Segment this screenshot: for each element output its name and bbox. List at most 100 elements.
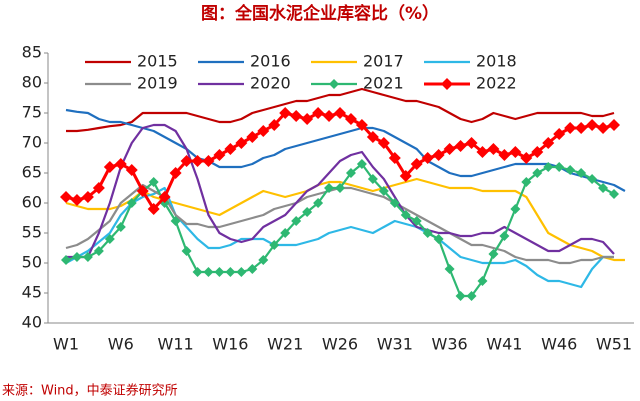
point-marker: [422, 228, 433, 238]
point-marker: [356, 159, 367, 169]
point-marker: [466, 291, 477, 301]
x-tick-label: W51: [596, 335, 632, 354]
point-marker: [542, 137, 555, 149]
point-marker: [609, 189, 619, 199]
point-marker: [377, 137, 390, 149]
point-marker: [410, 158, 423, 170]
point-marker: [313, 198, 324, 208]
x-tick-label: W16: [212, 335, 248, 354]
point-marker: [487, 143, 500, 155]
point-marker: [378, 186, 389, 196]
y-tick-label: 55: [22, 223, 42, 242]
point-marker: [367, 174, 378, 184]
point-marker: [488, 249, 499, 259]
point-marker: [543, 162, 554, 172]
point-marker: [323, 110, 336, 122]
point-marker: [443, 143, 456, 155]
point-marker: [575, 122, 588, 134]
point-marker: [81, 191, 94, 203]
point-marker: [432, 149, 445, 161]
point-marker: [411, 216, 422, 226]
point-marker: [214, 267, 225, 277]
x-tick-label: W21: [267, 335, 303, 354]
legend-label: 2021: [363, 74, 404, 93]
point-marker: [235, 137, 248, 149]
point-marker: [355, 119, 368, 131]
point-marker: [158, 191, 171, 203]
series-line: [66, 87, 615, 133]
point-marker: [181, 246, 192, 256]
point-marker: [192, 267, 203, 277]
legend-label: 2018: [476, 52, 517, 71]
point-marker: [61, 255, 71, 265]
x-tick-label: W1: [53, 335, 79, 354]
point-marker: [114, 158, 127, 170]
legend-marker: [441, 78, 453, 90]
point-marker: [125, 164, 138, 176]
point-marker: [553, 128, 566, 140]
point-marker: [291, 216, 302, 226]
point-marker: [302, 207, 313, 217]
point-marker: [203, 267, 214, 277]
point-marker: [421, 152, 434, 164]
point-marker: [586, 119, 599, 131]
point-marker: [103, 161, 116, 173]
point-marker: [236, 267, 247, 277]
point-marker: [521, 177, 532, 187]
point-marker: [554, 162, 565, 172]
point-marker: [191, 155, 204, 167]
y-tick-label: 70: [22, 133, 42, 152]
point-marker: [389, 198, 400, 208]
legend-label: 2020: [250, 74, 291, 93]
y-tick-label: 50: [22, 253, 42, 272]
point-marker: [290, 110, 303, 122]
series-line: [66, 123, 615, 259]
point-marker: [366, 131, 379, 143]
point-marker: [510, 204, 521, 214]
point-marker: [301, 113, 314, 125]
point-marker: [202, 155, 215, 167]
point-marker: [335, 183, 345, 193]
point-marker: [399, 170, 412, 182]
legend-label: 2017: [363, 52, 404, 71]
point-marker: [520, 152, 533, 164]
y-tick-label: 40: [22, 313, 42, 332]
x-tick-label: W11: [158, 335, 194, 354]
point-marker: [126, 198, 137, 208]
point-marker: [531, 146, 544, 158]
legend-marker: [329, 79, 339, 89]
point-marker: [498, 149, 511, 161]
y-tick-label: 65: [22, 163, 42, 182]
point-marker: [499, 231, 510, 241]
point-marker: [587, 174, 598, 184]
point-marker: [70, 194, 83, 206]
point-marker: [532, 168, 543, 178]
point-marker: [213, 149, 226, 161]
point-marker: [455, 291, 466, 301]
y-tick-label: 60: [22, 193, 42, 212]
point-marker: [92, 182, 105, 194]
legend-label: 2022: [476, 74, 517, 93]
x-tick-label: W41: [486, 335, 522, 354]
point-marker: [82, 252, 93, 262]
point-marker: [476, 146, 489, 158]
point-marker: [400, 210, 411, 220]
point-marker: [565, 165, 576, 175]
point-marker: [246, 131, 259, 143]
point-marker: [147, 203, 160, 215]
y-tick-label: 75: [22, 103, 42, 122]
point-marker: [477, 276, 488, 286]
point-marker: [104, 234, 115, 244]
legend-label: 2019: [137, 74, 178, 93]
y-tick-label: 80: [22, 73, 42, 92]
legend-label: 2016: [250, 52, 291, 71]
point-marker: [269, 240, 280, 250]
x-tick-label: W31: [377, 335, 413, 354]
point-marker: [268, 119, 281, 131]
x-tick-label: W46: [541, 335, 577, 354]
point-marker: [576, 168, 587, 178]
legend-label: 2015: [137, 52, 178, 71]
point-marker: [433, 234, 444, 244]
x-tick-label: W36: [432, 335, 468, 354]
point-marker: [465, 137, 478, 149]
